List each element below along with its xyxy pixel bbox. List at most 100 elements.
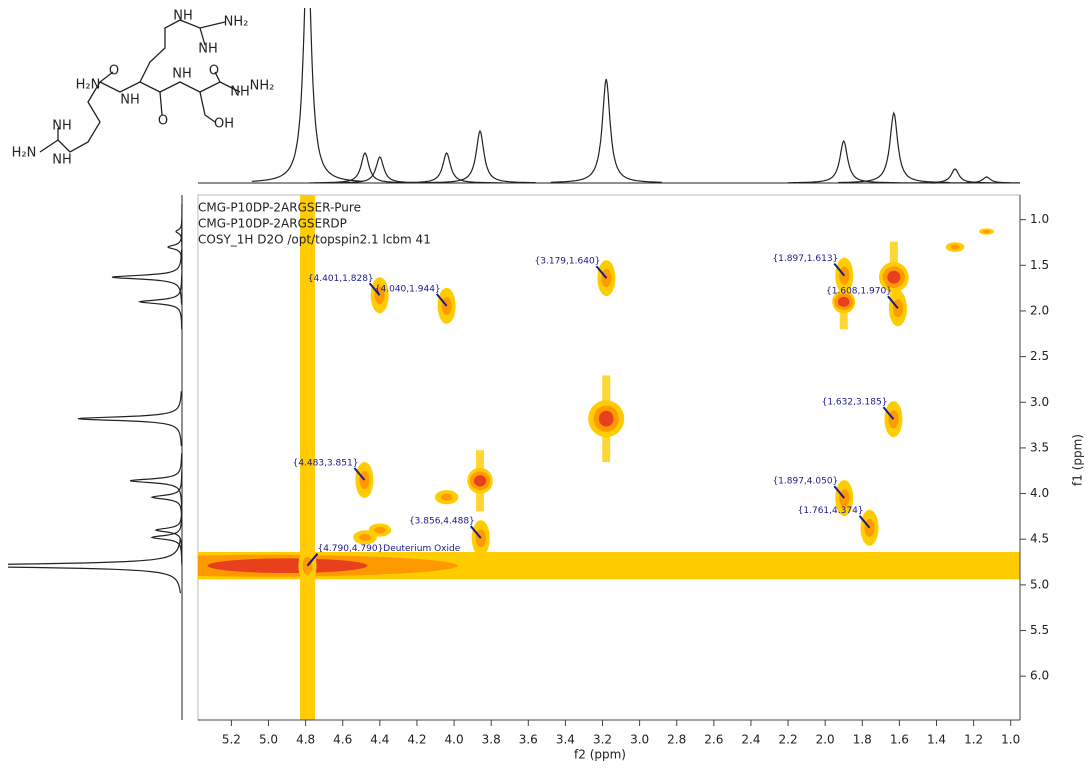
y-tick-label: 3.0 <box>1030 395 1049 409</box>
annotation-pointer <box>353 467 366 481</box>
projection-peak <box>111 249 183 305</box>
annotation-pointer <box>435 293 448 307</box>
header-line: COSY_1H D2O /opt/topspin2.1 lcbm 41 <box>198 233 431 247</box>
peak-label: {4.040,1.944} <box>375 284 441 294</box>
x-tick-label: 3.8 <box>482 733 501 747</box>
top-projection <box>198 8 1020 184</box>
contour <box>598 410 614 427</box>
header-line: CMG-P10DP-2ARGSERDP <box>198 217 347 231</box>
x-tick-label: 4.8 <box>296 733 315 747</box>
atom-label: NH₂ <box>224 15 249 30</box>
projection-peak <box>175 204 183 259</box>
annotation-pointer <box>882 406 895 420</box>
x-tick-label: 4.2 <box>407 733 426 747</box>
y-axis-label: f1 (ppm) <box>1071 434 1085 486</box>
solvent-streak <box>300 195 315 720</box>
x-tick-label: 1.6 <box>890 733 909 747</box>
y-tick-label: 6.0 <box>1030 669 1049 683</box>
atom-label: O <box>209 64 219 79</box>
peak-label: {1.608,1.970} <box>826 287 892 297</box>
projection-peak <box>899 168 1011 184</box>
atom-label: NH <box>120 93 140 108</box>
contour <box>374 526 386 534</box>
bond <box>214 71 221 83</box>
bond <box>199 91 216 123</box>
peak-label: {1.761,4.374} <box>798 506 864 516</box>
x-tick-label: 3.2 <box>593 733 612 747</box>
contour <box>982 229 991 234</box>
atom-label: NH <box>52 153 72 168</box>
y-tick-label: 4.0 <box>1030 486 1049 500</box>
bond <box>57 81 241 153</box>
atom-label: NH <box>230 85 250 100</box>
y-tick-label: 5.5 <box>1030 623 1049 637</box>
annotations: {4.401,1.828}{4.040,1.944} {3.179,1.640} {… <box>293 254 899 567</box>
projection-peak <box>838 111 950 184</box>
atom-label: OH <box>214 117 234 132</box>
annotation-pointer <box>306 553 319 567</box>
peak-label: {4.401,1.828} <box>308 274 374 284</box>
projection-peak <box>150 469 183 525</box>
projection-peak <box>251 8 364 182</box>
atom-label: NH₂ <box>250 79 275 94</box>
x-tick-label: 4.0 <box>445 733 464 747</box>
y-tick-label: 2.5 <box>1030 349 1049 363</box>
projection-peak <box>424 129 536 184</box>
x-tick-label: 2.2 <box>779 733 798 747</box>
structure <box>39 19 241 153</box>
y-tick-label: 4.5 <box>1030 532 1049 546</box>
x-tick-label: 2.8 <box>667 733 686 747</box>
x-tick-label: 3.6 <box>519 733 538 747</box>
peak-label: {4.790,4.790}Deuterium Oxide <box>317 544 460 554</box>
annotation-pointer <box>858 515 871 529</box>
peak-label: {1.897,4.050} <box>772 477 838 487</box>
bond <box>159 91 163 116</box>
x-tick-label: 2.4 <box>741 733 760 747</box>
x-tick-label: 5.2 <box>222 733 241 747</box>
annotation-pointer <box>470 525 482 539</box>
y-tick-label: 1.5 <box>1030 258 1049 272</box>
y-tick-label: 2.0 <box>1030 303 1049 317</box>
contour <box>887 270 901 284</box>
projection-peak <box>8 538 181 594</box>
annotation-pointer <box>833 485 846 499</box>
peak-label: {4.483,3.851} <box>293 458 359 468</box>
left-projection <box>8 195 183 720</box>
x-tick-label: 1.4 <box>927 733 946 747</box>
structure-labels: NH NH₂ NH H₂N O NH NH O O NH NH₂ OH NH H… <box>12 9 275 168</box>
x-tick-label: 2.0 <box>816 733 835 747</box>
y-tick-label: 3.5 <box>1030 440 1049 454</box>
x-tick-label: 1.8 <box>853 733 872 747</box>
x-tick-label: 5.0 <box>259 733 278 747</box>
bond <box>99 71 114 83</box>
annotation-pointer <box>595 265 608 279</box>
atom-label: NH <box>172 67 192 82</box>
peak-label: {3.856,4.488} <box>409 517 475 527</box>
atom-label: NH <box>198 42 218 57</box>
atom-label: H₂N <box>76 78 101 93</box>
projection-peak <box>550 78 662 183</box>
x-tick-label: 1.2 <box>964 733 983 747</box>
projection-peak <box>167 219 183 275</box>
projection-peak <box>129 453 183 509</box>
y-tick-label: 5.0 <box>1030 577 1049 591</box>
contour <box>207 558 368 574</box>
projection-peak <box>788 139 900 184</box>
annotation-pointer <box>368 282 381 296</box>
atom-label: H₂N <box>12 146 37 161</box>
annotation-pointer <box>833 262 846 277</box>
atom-label: NH <box>173 9 193 24</box>
atom-label: O <box>109 64 119 79</box>
annotation-pointer <box>887 295 899 309</box>
contour <box>440 493 453 501</box>
x-tick-label: 2.6 <box>704 733 723 747</box>
peak-label: {1.632,3.185} <box>822 398 888 408</box>
x-tick-label: 4.6 <box>333 733 352 747</box>
contour <box>473 475 487 487</box>
axes: 5.2 5.0 4.8 4.6 4.4 4.2 4.0 3.8 3.6 3.4 3.2 3.0 2.8 2… <box>198 195 1049 747</box>
x-tick-label: 3.4 <box>556 733 575 747</box>
header-line: CMG-P10DP-2ARGSER-Pure <box>198 201 361 215</box>
atom-label: NH <box>52 119 72 134</box>
y-tick-label: 1.0 <box>1030 212 1049 226</box>
x-tick-label: 4.4 <box>370 733 389 747</box>
